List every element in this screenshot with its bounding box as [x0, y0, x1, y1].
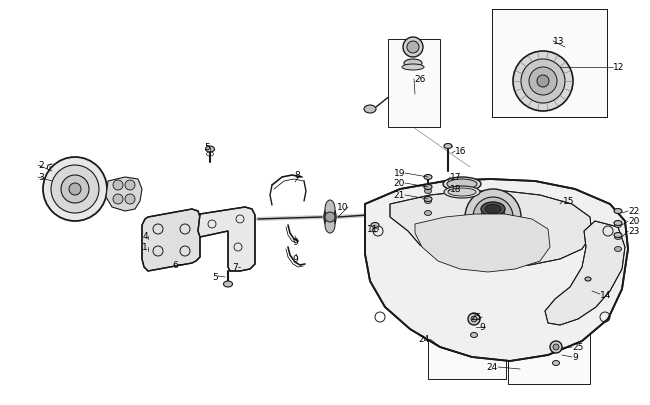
Ellipse shape [424, 211, 432, 216]
Text: 10: 10 [337, 203, 348, 212]
Text: 9: 9 [292, 238, 298, 247]
Text: 20: 20 [394, 179, 405, 188]
Text: 18: 18 [450, 185, 461, 194]
Circle shape [521, 60, 565, 104]
Text: 11: 11 [367, 225, 378, 234]
Text: 22: 22 [628, 207, 639, 216]
Ellipse shape [614, 221, 622, 226]
Ellipse shape [481, 202, 505, 216]
Text: 20: 20 [628, 217, 640, 226]
Ellipse shape [552, 360, 560, 366]
Polygon shape [415, 215, 550, 272]
Text: 1: 1 [142, 243, 148, 252]
Polygon shape [198, 207, 255, 271]
Text: 15: 15 [563, 197, 575, 206]
Text: 24: 24 [487, 362, 498, 371]
Polygon shape [106, 177, 142, 211]
Bar [492, 10, 607, 118]
Text: 12: 12 [613, 63, 625, 72]
Ellipse shape [324, 207, 336, 228]
Ellipse shape [404, 60, 422, 68]
Text: 6: 6 [172, 260, 178, 269]
Text: 5: 5 [213, 272, 218, 281]
Text: 21: 21 [394, 191, 405, 200]
Text: 4: 4 [142, 232, 148, 241]
Ellipse shape [443, 177, 481, 192]
Ellipse shape [614, 247, 621, 252]
Text: 13: 13 [553, 37, 564, 47]
Circle shape [529, 68, 557, 96]
Text: 24: 24 [419, 335, 430, 344]
Ellipse shape [471, 333, 478, 338]
Text: 3: 3 [38, 173, 44, 182]
Ellipse shape [424, 197, 432, 202]
Circle shape [553, 344, 559, 350]
Ellipse shape [444, 187, 480, 198]
Text: 14: 14 [600, 290, 612, 299]
Bar [508, 324, 590, 384]
Circle shape [513, 52, 573, 112]
Polygon shape [390, 192, 592, 267]
Circle shape [43, 158, 107, 222]
Ellipse shape [614, 235, 621, 240]
Text: 7: 7 [232, 263, 238, 272]
Ellipse shape [424, 185, 432, 190]
Text: 25: 25 [471, 313, 482, 322]
Circle shape [113, 181, 123, 190]
Text: 26: 26 [414, 75, 425, 84]
Ellipse shape [614, 209, 622, 214]
Circle shape [403, 38, 423, 58]
Text: 9: 9 [479, 323, 485, 332]
Ellipse shape [364, 106, 376, 114]
Bar [388, 40, 440, 128]
Ellipse shape [614, 233, 622, 238]
Circle shape [325, 213, 335, 222]
Text: 8: 8 [294, 171, 300, 180]
Circle shape [69, 183, 81, 196]
Circle shape [481, 205, 505, 230]
Ellipse shape [224, 281, 233, 287]
Text: 16: 16 [455, 147, 467, 156]
Ellipse shape [402, 65, 424, 71]
Ellipse shape [424, 175, 432, 180]
Circle shape [465, 190, 521, 245]
Text: 5: 5 [204, 143, 210, 152]
Polygon shape [545, 222, 625, 325]
Circle shape [550, 341, 562, 353]
Ellipse shape [325, 217, 335, 233]
Text: 25: 25 [572, 343, 583, 352]
Text: 9: 9 [572, 353, 578, 362]
Circle shape [473, 198, 513, 237]
Ellipse shape [485, 205, 501, 214]
Circle shape [113, 194, 123, 205]
Ellipse shape [424, 199, 432, 204]
Circle shape [407, 42, 419, 54]
Circle shape [125, 194, 135, 205]
Text: 9: 9 [292, 255, 298, 264]
Polygon shape [142, 209, 200, 271]
Circle shape [471, 316, 477, 322]
Ellipse shape [448, 189, 476, 196]
Polygon shape [365, 179, 628, 361]
Circle shape [125, 181, 135, 190]
Ellipse shape [444, 144, 452, 149]
Text: 23: 23 [628, 227, 640, 236]
Text: 19: 19 [393, 169, 405, 178]
Ellipse shape [424, 189, 432, 194]
Bar [492, 10, 607, 118]
Circle shape [51, 166, 99, 213]
Circle shape [61, 175, 89, 203]
Ellipse shape [371, 223, 379, 228]
Ellipse shape [614, 223, 621, 228]
Ellipse shape [447, 179, 477, 190]
Circle shape [468, 313, 480, 325]
Text: 2: 2 [38, 161, 44, 170]
Bar [428, 324, 506, 379]
Text: 17: 17 [450, 173, 461, 182]
Ellipse shape [205, 147, 214, 153]
Ellipse shape [585, 277, 591, 281]
Circle shape [537, 76, 549, 88]
Ellipse shape [325, 200, 335, 218]
